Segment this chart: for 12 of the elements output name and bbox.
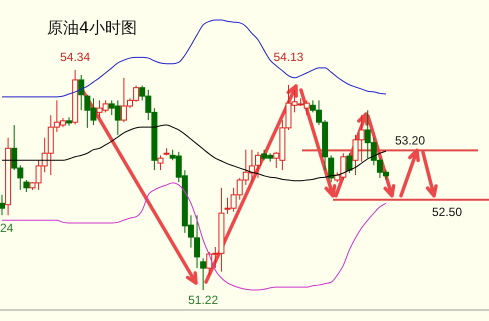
- annotation: 51.22: [188, 293, 218, 307]
- annotation: 54.34: [60, 50, 90, 64]
- candlestick: [5, 137, 12, 216]
- chart-title: 原油4小时图: [47, 18, 138, 37]
- annotation: 24: [0, 221, 14, 235]
- candlestick: [78, 74, 84, 111]
- legend-label: 52.50: [432, 204, 462, 219]
- annotation: 54.13: [273, 50, 304, 64]
- ref-line-label: 53.20: [395, 133, 426, 148]
- candlestick: [194, 214, 200, 269]
- candlestick: [72, 70, 78, 125]
- candlestick: [0, 194, 5, 216]
